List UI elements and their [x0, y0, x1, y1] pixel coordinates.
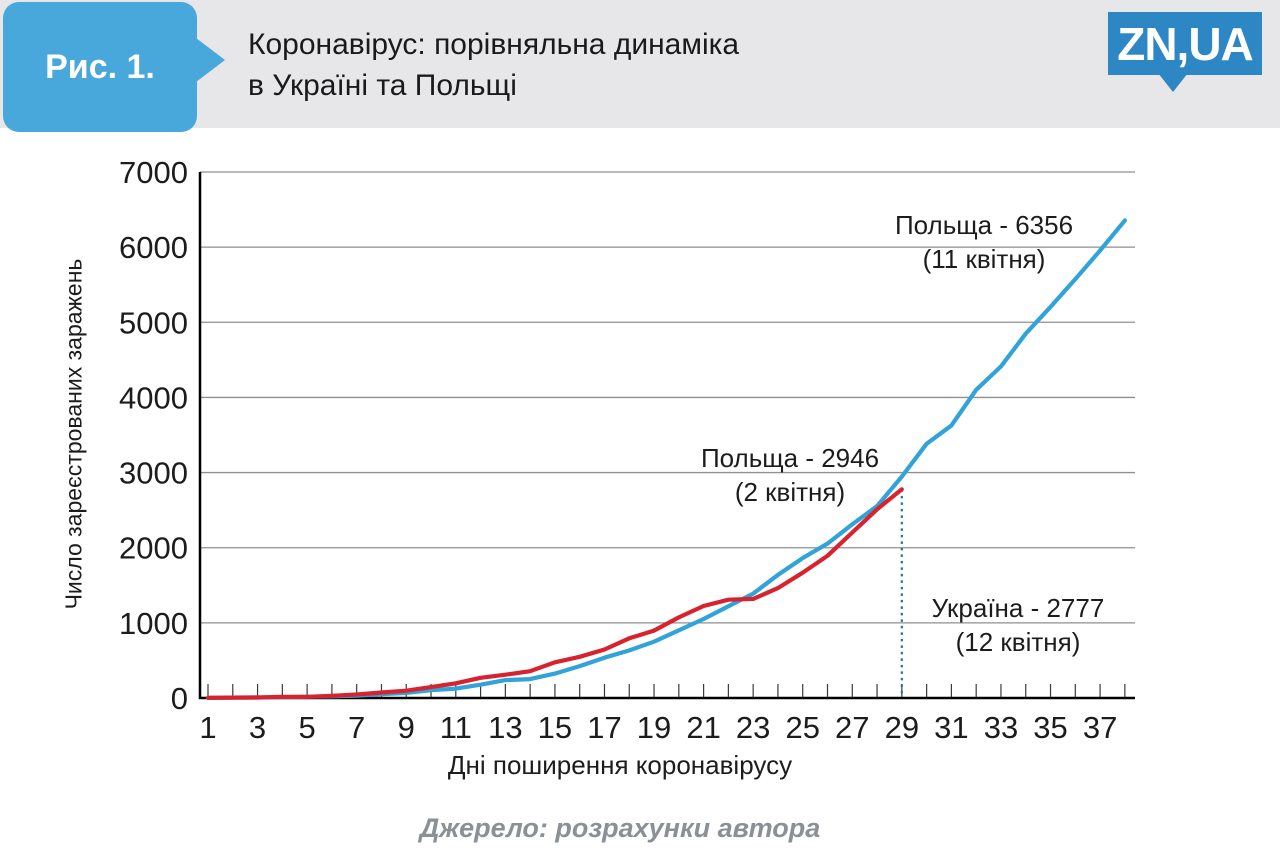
- figure-label: Рис. 1.: [45, 47, 155, 86]
- annotation-poland-6356: Польща - 6356 (11 квітня): [895, 208, 1073, 276]
- annotation-date: (12 квітня): [955, 627, 1081, 657]
- annotation-value: Україна - 2777: [931, 593, 1105, 623]
- y-axis-title: Число зареєстрованих заражень: [60, 258, 87, 610]
- x-tick-label-5: 5: [298, 710, 315, 745]
- page-title-line2: в Україні та Польщі: [248, 69, 517, 102]
- y-tick-label-3000: 3000: [119, 456, 188, 491]
- annotation-date: (2 квітня): [734, 477, 846, 507]
- annotation-date: (11 квітня): [922, 244, 1046, 274]
- x-tick-label-3: 3: [249, 710, 266, 745]
- x-tick-label-9: 9: [398, 710, 415, 745]
- znua-logo-text: ZN,UA: [1117, 17, 1254, 70]
- znua-logo-tail-icon: [1158, 73, 1188, 92]
- y-tick-label-4000: 4000: [119, 380, 188, 415]
- x-tick-label-1: 1: [199, 710, 216, 745]
- annotation-poland-2946: Польща - 2946 (2 квітня): [701, 441, 879, 509]
- x-tick-label-7: 7: [348, 710, 365, 745]
- y-tick-label-1000: 1000: [119, 606, 188, 641]
- x-tick-label-37: 37: [1083, 710, 1117, 745]
- x-tick-label-29: 29: [885, 710, 919, 745]
- x-tick-label-15: 15: [538, 710, 572, 745]
- x-tick-label-31: 31: [934, 710, 968, 745]
- x-tick-label-23: 23: [736, 710, 770, 745]
- x-tick-label-13: 13: [488, 710, 522, 745]
- y-tick-label-7000: 7000: [119, 155, 188, 190]
- x-tick-label-21: 21: [686, 710, 720, 745]
- znua-logo: ZN,UA: [1108, 12, 1262, 75]
- figure-badge-arrow-icon: [196, 38, 225, 82]
- x-tick-label-35: 35: [1033, 710, 1067, 745]
- series-line-ukraine: [205, 487, 904, 700]
- x-axis-title: Дні поширення коронавірусу: [447, 750, 793, 780]
- x-tick-label-25: 25: [785, 710, 819, 745]
- x-tick-label-27: 27: [835, 710, 869, 745]
- y-tick-label-0: 0: [171, 681, 188, 716]
- x-tick-label-33: 33: [984, 710, 1018, 745]
- page-title-line1: Коронавірус: порівняльна динаміка: [248, 28, 740, 61]
- annotation-value: Польща - 6356: [894, 210, 1074, 240]
- x-tick-label-19: 19: [637, 710, 671, 745]
- y-tick-label-6000: 6000: [119, 230, 188, 265]
- x-tick-label-17: 17: [587, 710, 621, 745]
- annotation-value: Польща - 2946: [700, 443, 880, 473]
- y-tick-label-2000: 2000: [119, 531, 188, 566]
- annotation-ukraine-2777: Україна - 2777 (12 квітня): [932, 591, 1105, 659]
- source-note: Джерело: розрахунки автора: [419, 813, 821, 843]
- figure-badge: Рис. 1.: [3, 2, 197, 132]
- y-tick-label-5000: 5000: [119, 305, 188, 340]
- page-title: Коронавірус: порівняльна динаміка в Укра…: [248, 24, 739, 106]
- x-tick-label-11: 11: [440, 710, 472, 745]
